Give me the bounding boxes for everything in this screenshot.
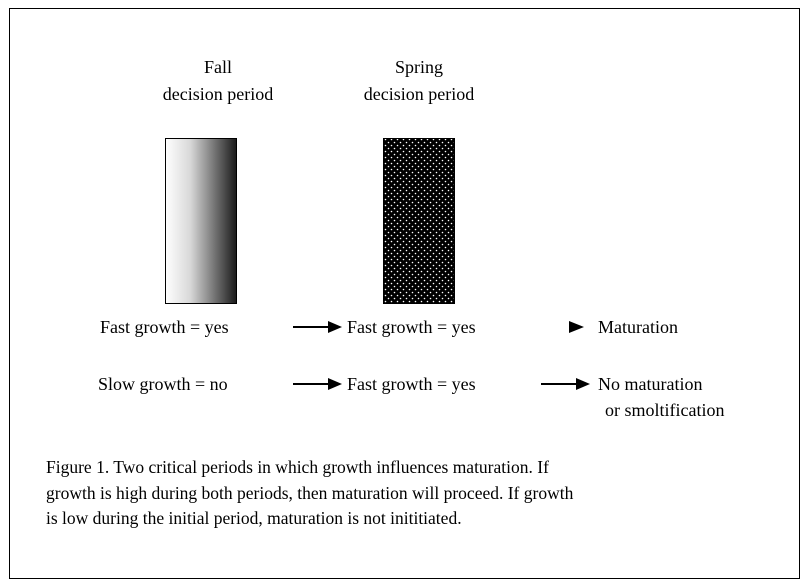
arrow: [541, 378, 590, 390]
period-subtitle: decision period: [364, 84, 474, 104]
arrow: [293, 378, 342, 390]
period-subtitle: decision period: [163, 84, 273, 104]
row-outcome: Maturation: [598, 317, 678, 337]
period-title: Fall: [204, 57, 232, 77]
row-spring: Fast growth = yes: [347, 374, 476, 394]
period-title: Spring: [395, 57, 443, 77]
row-outcome: No maturation: [598, 374, 702, 394]
row-fall: Slow growth = no: [98, 374, 228, 394]
arrow: [569, 321, 584, 333]
row-spring: Fast growth = yes: [347, 317, 476, 337]
row-outcome: or smoltification: [605, 400, 724, 420]
caption-line: Figure 1. Two critical periods in which …: [46, 457, 549, 477]
row-fall: Fast growth = yes: [100, 317, 229, 337]
spring-bar: [383, 138, 455, 304]
caption-line: growth is high during both periods, then…: [46, 483, 574, 503]
caption-line: is low during the initial period, matura…: [46, 508, 462, 528]
arrow: [293, 321, 342, 333]
fall-bar: [165, 138, 237, 304]
